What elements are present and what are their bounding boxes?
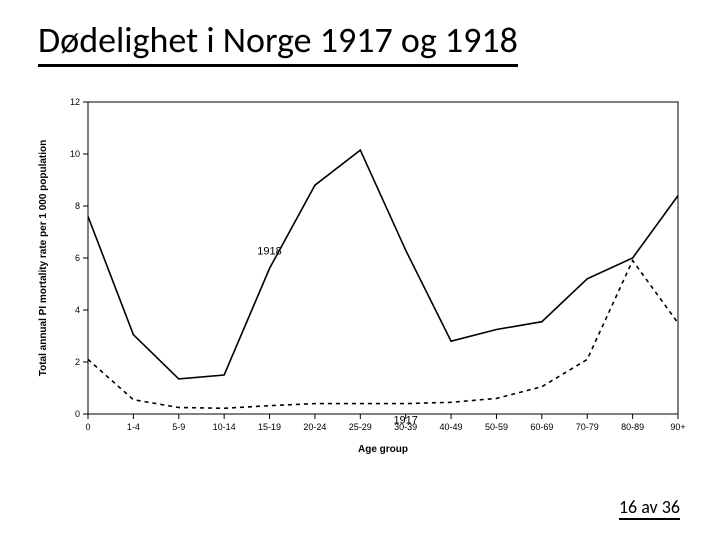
svg-text:Age group: Age group	[358, 444, 408, 455]
svg-text:90+: 90+	[670, 422, 685, 432]
svg-text:40-49: 40-49	[440, 422, 463, 432]
svg-text:20-24: 20-24	[303, 422, 326, 432]
svg-text:70-79: 70-79	[576, 422, 599, 432]
page-title: Dødelighet i Norge 1917 og 1918	[38, 18, 518, 67]
slide-number: 16 av 36	[619, 496, 680, 520]
svg-text:6: 6	[75, 253, 80, 263]
svg-text:10-14: 10-14	[213, 422, 236, 432]
svg-text:10: 10	[70, 149, 80, 159]
svg-text:2: 2	[75, 357, 80, 367]
series-label-1918: 1918	[257, 245, 281, 257]
svg-text:50-59: 50-59	[485, 422, 508, 432]
svg-text:8: 8	[75, 201, 80, 211]
svg-text:80-89: 80-89	[621, 422, 644, 432]
mortality-chart: 02468101201-45-910-1415-1920-2425-2930-3…	[30, 92, 690, 462]
svg-text:1-4: 1-4	[127, 422, 140, 432]
svg-text:4: 4	[75, 305, 80, 315]
series-label-1917: 1917	[393, 415, 417, 427]
svg-text:Total annual PI mortality rate: Total annual PI mortality rate per 1 000…	[38, 140, 49, 377]
svg-text:12: 12	[70, 97, 80, 107]
svg-text:15-19: 15-19	[258, 422, 281, 432]
svg-text:5-9: 5-9	[172, 422, 185, 432]
svg-text:0: 0	[75, 409, 80, 419]
svg-text:25-29: 25-29	[349, 422, 372, 432]
svg-text:60-69: 60-69	[530, 422, 553, 432]
svg-text:0: 0	[85, 422, 90, 432]
